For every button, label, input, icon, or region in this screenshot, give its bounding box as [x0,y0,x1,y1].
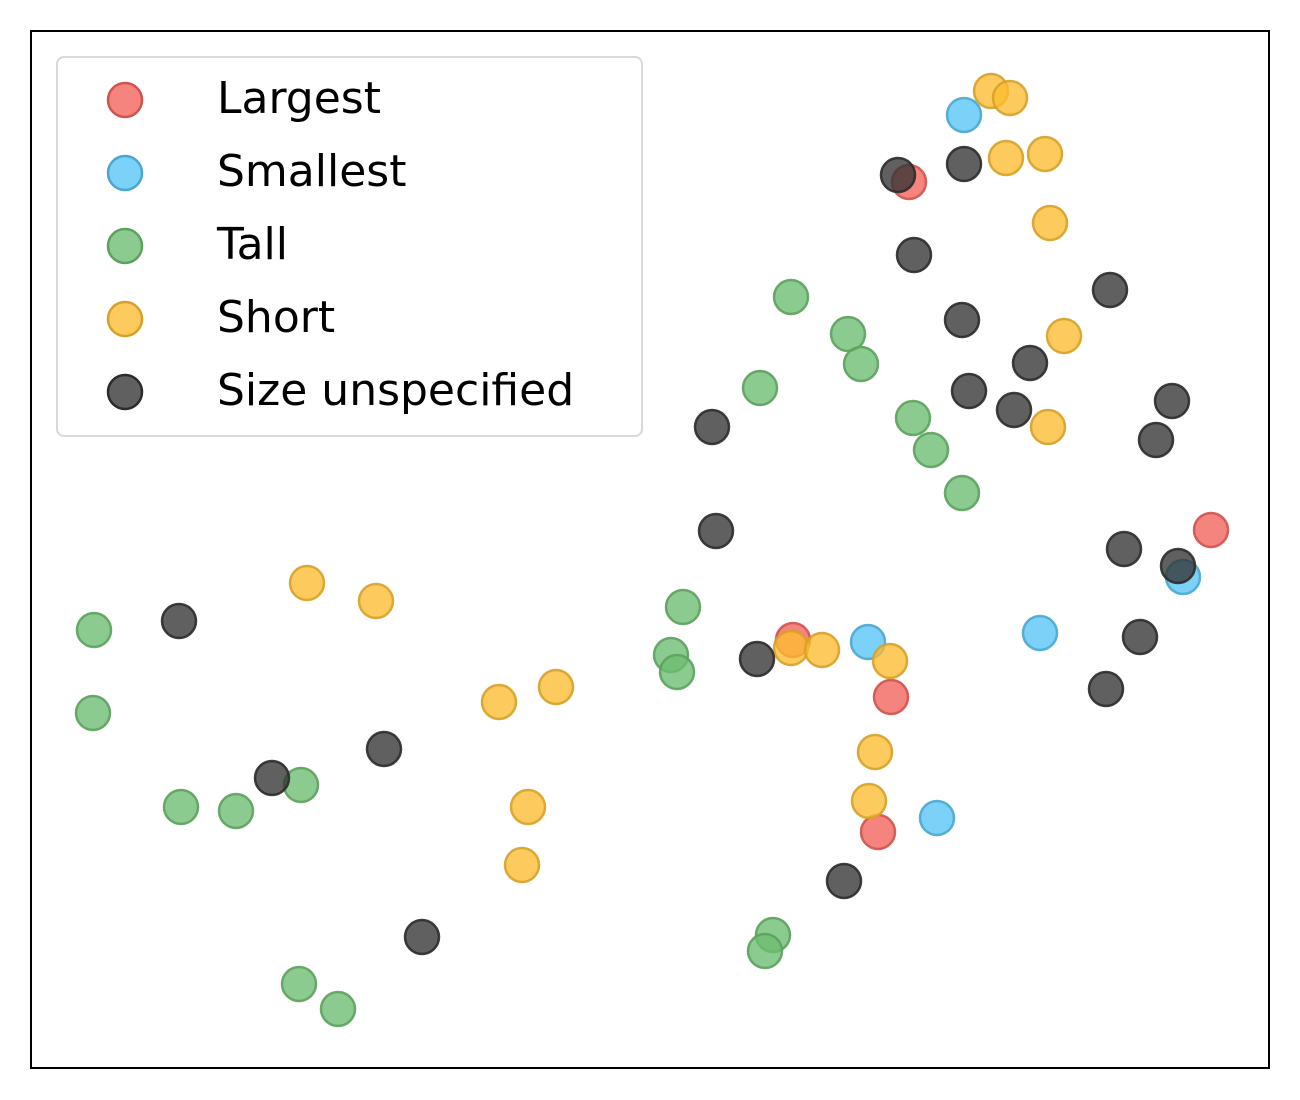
point-short-5 [1045,317,1083,355]
point-size-unspecified-11 [697,512,735,550]
point-tall-5 [943,474,981,512]
point-size-unspecified-14 [1121,618,1159,656]
point-size-unspecified-8 [693,408,731,446]
point-size-unspecified-20 [825,862,863,900]
point-smallest-0 [945,96,983,134]
point-tall-4 [912,431,950,469]
point-tall-2 [842,345,880,383]
point-tall-10 [75,611,113,649]
point-tall-18 [319,990,357,1028]
legend-label-smallest: Smallest [217,146,406,197]
point-short-10 [480,683,518,721]
point-size-unspecified-9 [1153,382,1191,420]
legend-marker-short [106,300,144,338]
point-short-4 [1031,204,1069,242]
point-tall-12 [162,788,200,826]
point-short-1 [991,79,1029,117]
point-largest-4 [859,813,897,851]
point-tall-6 [741,369,779,407]
point-size-unspecified-1 [945,145,983,183]
point-tall-3 [894,399,932,437]
point-short-14 [856,733,894,771]
point-size-unspecified-6 [950,372,988,410]
point-short-3 [1026,135,1064,173]
point-short-11 [772,629,810,667]
point-smallest-2 [1021,614,1059,652]
point-largest-3 [872,678,910,716]
point-short-2 [987,139,1025,177]
point-smallest-4 [918,799,956,837]
point-tall-11 [74,694,112,732]
legend-marker-size-unspecified [106,373,144,411]
point-size-unspecified-0 [879,156,917,194]
point-size-unspecified-19 [253,759,291,797]
point-size-unspecified-12 [1105,530,1143,568]
point-short-6 [1029,408,1067,446]
point-size-unspecified-16 [160,602,198,640]
legend-marker-smallest [106,154,144,192]
point-tall-17 [280,965,318,1003]
point-short-16 [509,788,547,826]
point-size-unspecified-2 [895,236,933,274]
point-size-unspecified-18 [365,730,403,768]
point-size-unspecified-21 [403,918,441,956]
point-short-17 [503,846,541,884]
points-layer [74,72,1230,1028]
legend-label-short: Short [217,292,335,343]
point-size-unspecified-3 [1091,271,1129,309]
point-size-unspecified-10 [1137,421,1175,459]
point-tall-7 [664,588,702,626]
point-short-15 [850,782,888,820]
legend: Largest Smallest Tall Short Size unspeci… [56,56,643,437]
point-short-9 [537,668,575,706]
legend-label-tall: Tall [216,219,288,270]
point-tall-1 [829,315,867,353]
point-tall-0 [772,278,810,316]
point-short-7 [288,564,326,602]
point-size-unspecified-17 [738,640,776,678]
legend-marker-tall [106,227,144,265]
legend-label-largest: Largest [217,73,381,124]
legend-box [56,56,643,437]
point-tall-9 [658,653,696,691]
point-tall-16 [746,932,784,970]
point-largest-1 [1192,511,1230,549]
plot-frame [30,30,1270,1069]
point-size-unspecified-15 [1087,670,1125,708]
point-short-8 [357,582,395,620]
point-size-unspecified-5 [1011,344,1049,382]
point-short-12 [803,631,841,669]
point-size-unspecified-13 [1159,547,1197,585]
point-size-unspecified-7 [995,391,1033,429]
legend-label-size-unspecified: Size unspecified [217,365,574,416]
legend-marker-largest [106,81,144,119]
point-short-13 [871,642,909,680]
point-tall-13 [217,792,255,830]
point-size-unspecified-4 [943,301,981,339]
